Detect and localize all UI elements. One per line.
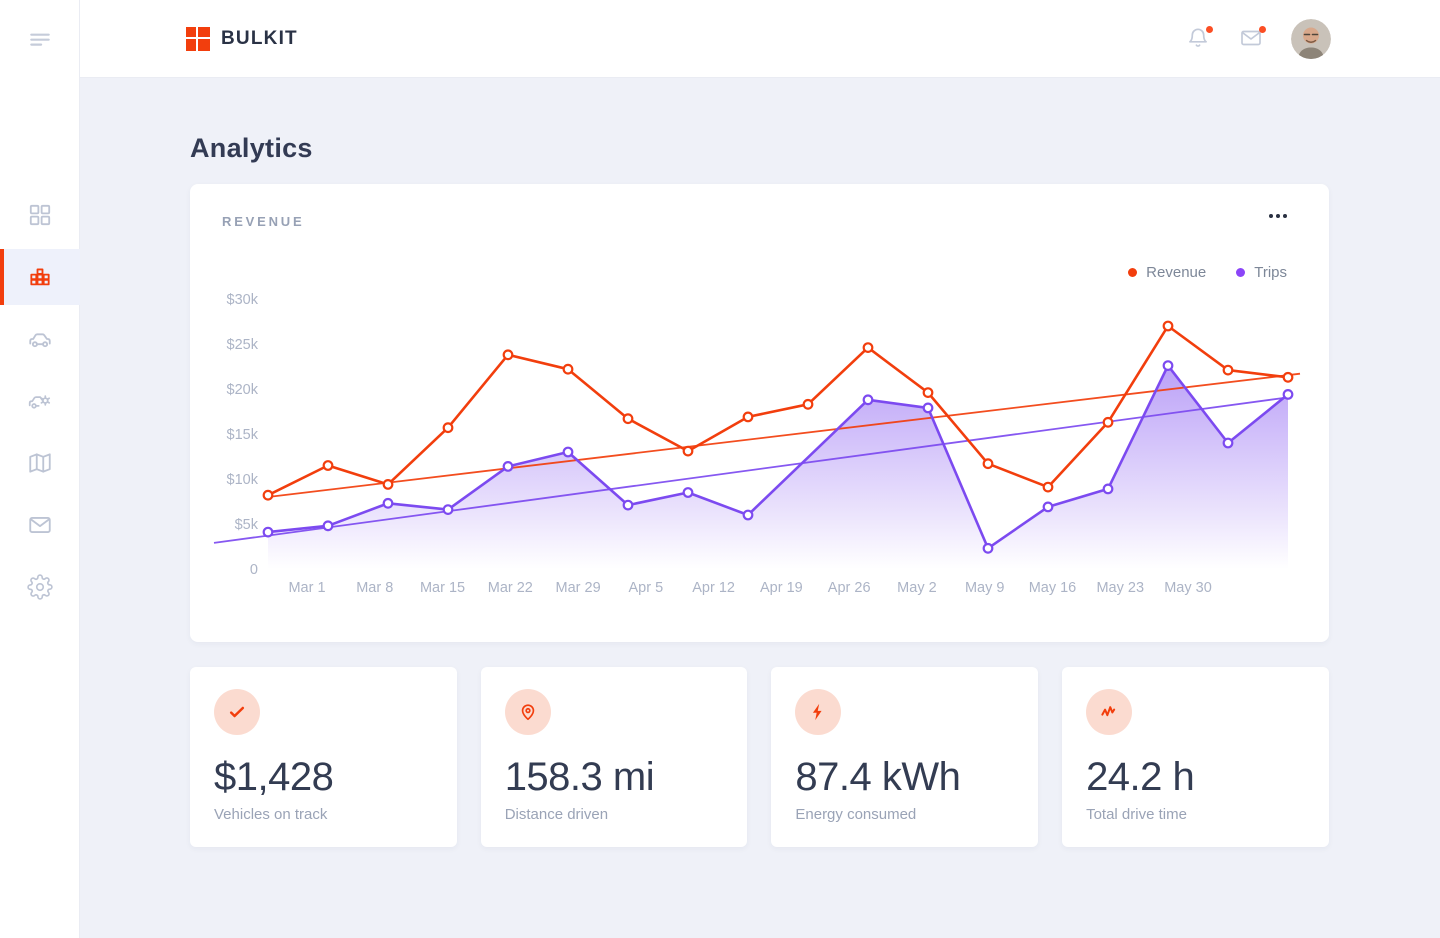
brand-logo-icon (186, 26, 210, 51)
x-axis-label: Mar 29 (556, 580, 601, 596)
bars-icon (30, 268, 50, 286)
bell-icon (1189, 27, 1207, 47)
sidebar (0, 0, 80, 938)
page-title: Analytics (190, 133, 313, 163)
mail-icon (29, 517, 51, 533)
x-axis-label: May 30 (1164, 580, 1212, 596)
notifications-button[interactable] (1185, 25, 1213, 52)
ellipsis-icon (1269, 214, 1273, 218)
chart-title: REVENUE (222, 214, 305, 229)
message-badge (1259, 25, 1266, 33)
x-axis-label: Apr 12 (692, 580, 735, 596)
x-axis-label: May 23 (1096, 580, 1144, 596)
x-axis-label: Mar 8 (356, 580, 393, 596)
map-pin-icon (521, 704, 534, 721)
x-axis-label: Mar 22 (488, 580, 533, 596)
sidebar-item-map[interactable] (0, 435, 80, 491)
chart-legend: Revenue Trips (1128, 264, 1287, 281)
x-axis-label: May 2 (897, 580, 937, 596)
map-icon (29, 453, 51, 473)
sidebar-item-dashboard[interactable] (0, 187, 80, 243)
main-content: Analytics REVENUE Revenue Trips $30k $25k $… (80, 78, 1440, 938)
stat-label: Energy consumed (795, 806, 917, 823)
stat-value: 158.3 mi (504, 755, 655, 799)
topbar: BULKIT (80, 0, 1440, 78)
revenue-line (266, 324, 1290, 497)
trips-markers (262, 360, 1294, 554)
x-axis-label: Mar 1 (288, 580, 325, 596)
messages-button[interactable] (1238, 25, 1266, 52)
revenue-chart-card: REVENUE Revenue Trips $30k $25k $20k $15k $10… (190, 184, 1329, 642)
menu-icon (30, 33, 50, 46)
legend-label: Trips (1254, 264, 1287, 281)
topbar-actions (1185, 18, 1331, 59)
legend-label: Revenue (1146, 264, 1207, 281)
revenue-trend-line (267, 372, 1301, 498)
sidebar-item-vehicle-service[interactable] (0, 373, 80, 429)
stat-icon-circle (1086, 689, 1133, 735)
stat-icon-circle (504, 689, 551, 735)
x-axis-label: May 16 (1029, 580, 1077, 596)
y-axis-tick: 0 (250, 562, 258, 578)
check-icon (229, 706, 245, 718)
stat-value: 24.2 h (1086, 755, 1195, 799)
brand[interactable]: BULKIT (186, 26, 298, 51)
stat-label: Vehicles on track (214, 806, 328, 823)
y-axis-tick: $30k (227, 292, 259, 308)
stat-cards: $1,428 Vehicles on track 158.3 mi Distance … (190, 667, 1329, 847)
gear-icon (27, 574, 53, 600)
x-axis-label: May 9 (965, 580, 1005, 596)
x-axis-label: Apr 5 (629, 580, 664, 596)
stat-value: $1,428 (214, 755, 334, 799)
car-icon (29, 333, 51, 348)
y-axis-tick: $5k (235, 517, 259, 533)
stat-value: 87.4 kWh (795, 755, 961, 799)
menu-toggle-button[interactable] (0, 0, 80, 78)
brand-name: BULKIT (221, 27, 298, 49)
x-axis-label: Mar 15 (420, 580, 465, 596)
sidebar-nav (0, 187, 80, 621)
stat-label: Total drive time (1086, 806, 1187, 823)
sidebar-item-messages[interactable] (0, 497, 80, 553)
legend-dot-icon (1128, 268, 1138, 277)
revenue-trips-line-chart: $30k $25k $20k $15k $10k $5k 0 Mar 1 Mar 8 Mar 15… (213, 292, 1301, 596)
notification-badge (1206, 25, 1213, 33)
stat-icon-circle (795, 689, 842, 735)
avatar[interactable] (1291, 18, 1331, 59)
x-axis-label: Apr 26 (828, 580, 871, 596)
x-axis-label: Apr 19 (760, 580, 803, 596)
mail-icon (1241, 30, 1261, 45)
sidebar-item-settings[interactable] (0, 559, 80, 615)
activity-icon (1101, 706, 1116, 717)
y-axis-tick: $20k (227, 382, 259, 398)
revenue-markers (262, 320, 1294, 501)
legend-dot-icon (1236, 268, 1246, 277)
grid-icon (29, 204, 51, 226)
car-gear-icon (28, 395, 51, 409)
legend-item-trips[interactable]: Trips (1236, 264, 1287, 281)
stat-card-distance-driven: 158.3 mi Distance driven (480, 667, 748, 847)
stat-card-vehicles-on-track: $1,428 Vehicles on track (190, 667, 457, 847)
sidebar-item-analytics[interactable] (0, 249, 80, 305)
lightning-icon (813, 703, 822, 721)
card-menu-button[interactable] (1263, 208, 1293, 224)
y-axis-tick: $10k (227, 472, 259, 488)
stat-card-total-drive-time: 24.2 h Total drive time (1062, 667, 1329, 847)
trips-line (266, 364, 1290, 550)
y-axis-tick: $15k (227, 427, 259, 443)
sidebar-item-vehicles[interactable] (0, 311, 80, 367)
stat-icon-circle (214, 689, 260, 735)
stat-label: Distance driven (504, 806, 609, 823)
legend-item-revenue[interactable]: Revenue (1128, 264, 1206, 281)
y-axis-tick: $25k (227, 337, 259, 353)
stat-card-energy-consumed: 87.4 kWh Energy consumed (771, 667, 1039, 847)
